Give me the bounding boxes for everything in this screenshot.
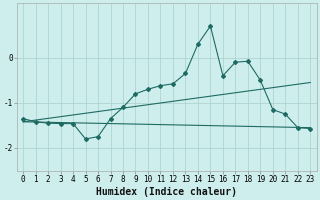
X-axis label: Humidex (Indice chaleur): Humidex (Indice chaleur) [96,186,237,197]
